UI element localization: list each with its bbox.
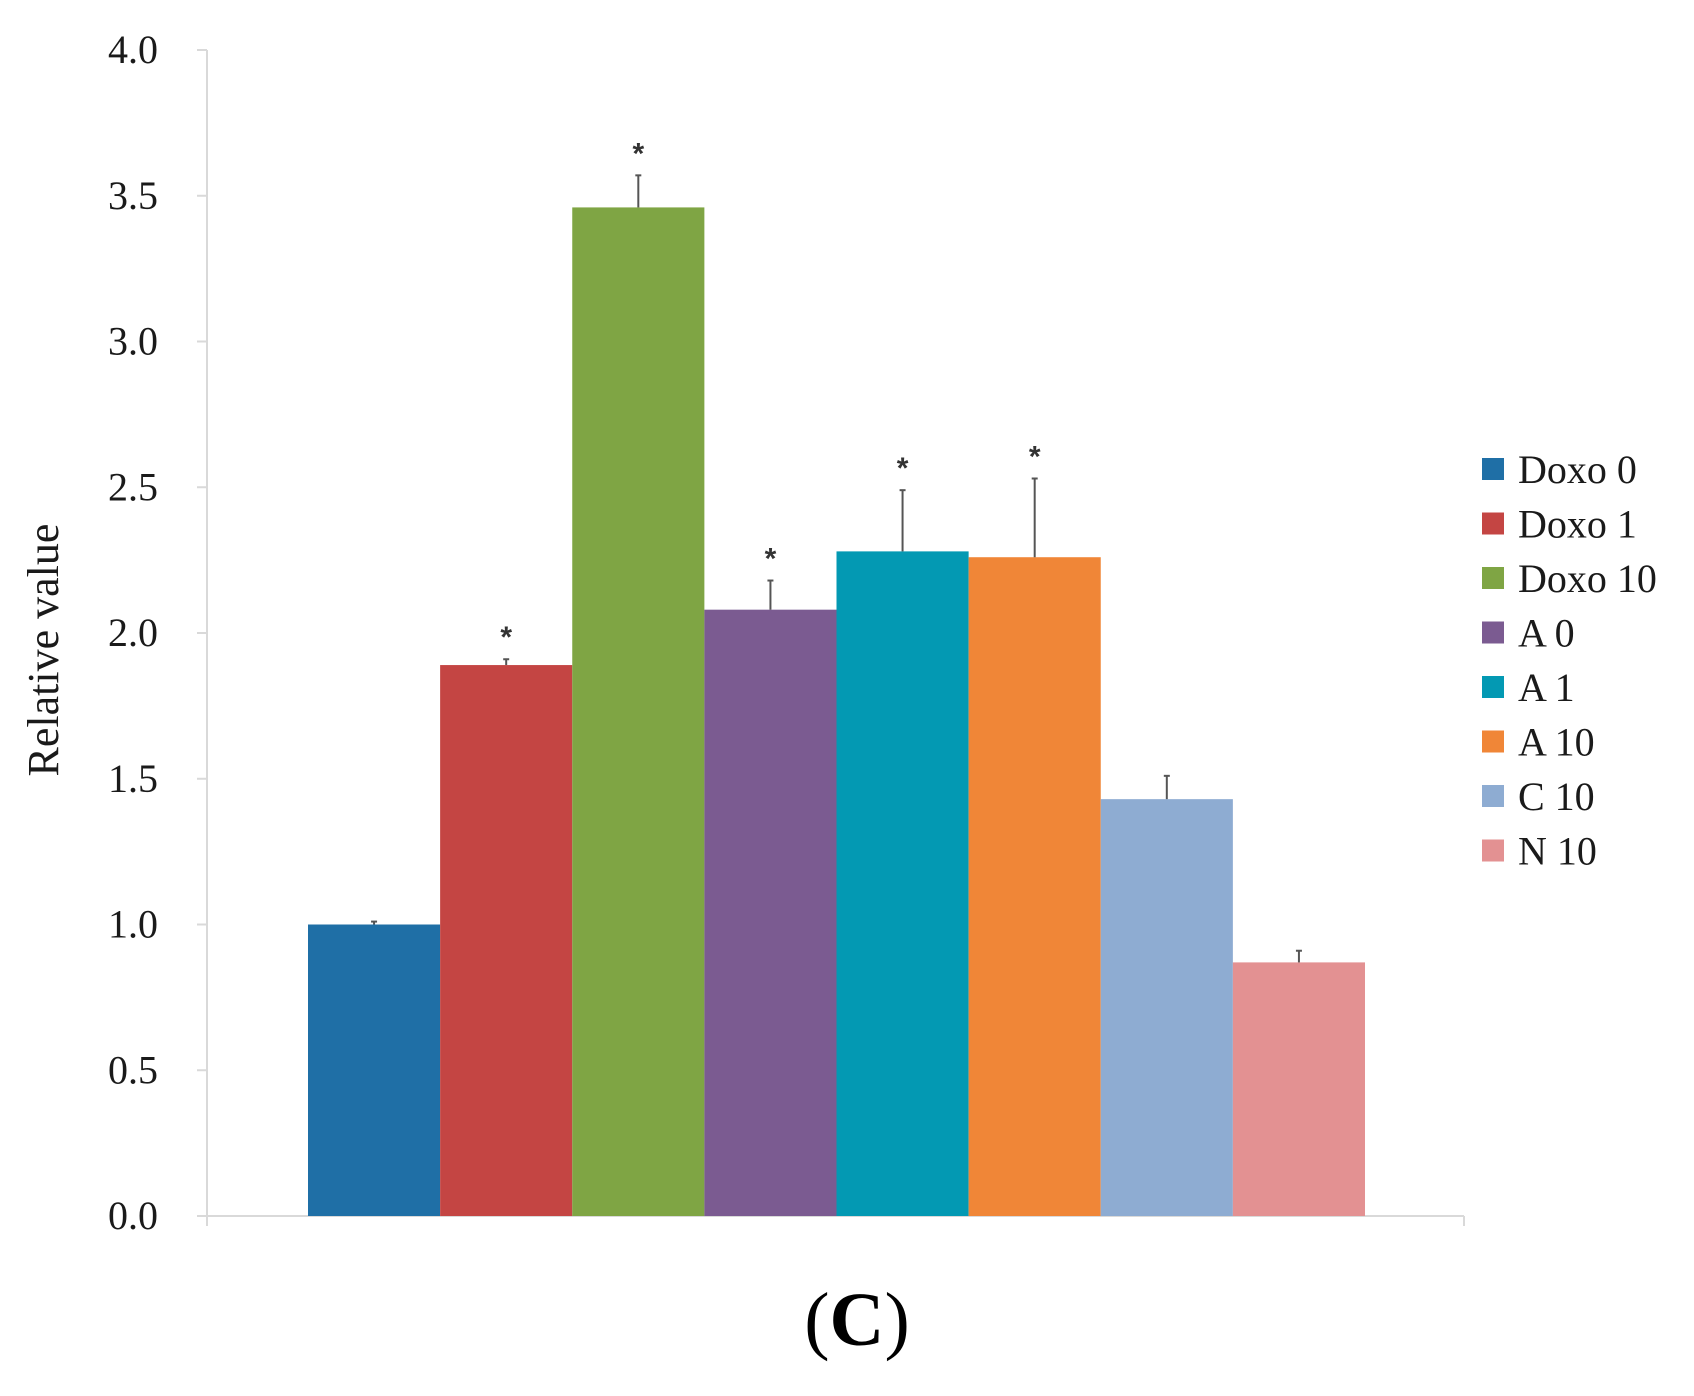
y-tick-label: 3.0 — [108, 319, 158, 364]
bar-doxo-0 — [308, 924, 441, 1216]
legend-swatch — [1482, 621, 1504, 644]
y-axis-ticks: 0.0 0.5 1.0 1.5 2.0 2.5 3.0 3.5 4.0 — [108, 27, 207, 1238]
legend: Doxo 0 Doxo 1 Doxo 10 A 0 A 1 A 10 C 10 N 10 — [1482, 447, 1657, 874]
significance-star: * — [1029, 441, 1041, 474]
legend-label: C 10 — [1518, 774, 1595, 819]
legend-swatch — [1482, 785, 1504, 807]
panel-label: (C) — [804, 1278, 910, 1362]
legend-swatch — [1482, 730, 1504, 753]
panel-label-open: ( — [804, 1278, 829, 1362]
y-tick-label: 1.5 — [108, 756, 158, 801]
bar-a-1 — [836, 551, 969, 1216]
legend-label: Doxo 0 — [1518, 447, 1637, 492]
y-tick-label: 2.0 — [108, 610, 158, 655]
significance-star: * — [500, 621, 512, 654]
bar-n-10 — [1232, 962, 1365, 1216]
legend-swatch — [1482, 839, 1504, 862]
legend-swatch — [1482, 676, 1504, 698]
bar-c-10 — [1100, 799, 1233, 1216]
bars — [308, 207, 1365, 1216]
y-tick-label: 2.5 — [108, 464, 158, 509]
legend-swatch — [1482, 567, 1504, 589]
legend-label: N 10 — [1518, 829, 1597, 874]
legend-swatch — [1482, 458, 1504, 480]
y-axis-label: Relative value — [19, 524, 68, 777]
y-tick-label: 0.5 — [108, 1047, 158, 1092]
legend-label: A 0 — [1518, 611, 1575, 656]
legend-swatch — [1482, 512, 1504, 535]
y-tick-label: 3.5 — [108, 173, 158, 218]
bar-doxo-10 — [572, 207, 705, 1216]
legend-label: Doxo 10 — [1518, 556, 1657, 601]
legend-label: A 10 — [1518, 720, 1595, 765]
y-tick-label: 4.0 — [108, 27, 158, 72]
legend-label: A 1 — [1518, 665, 1575, 710]
significance-markers: * * * * * — [500, 137, 1041, 654]
panel-label-close: ) — [884, 1278, 909, 1362]
significance-star: * — [632, 137, 644, 170]
y-tick-label: 0.0 — [108, 1193, 158, 1238]
significance-star: * — [765, 543, 777, 576]
bar-doxo-1 — [440, 665, 573, 1216]
bar-a-10 — [968, 557, 1101, 1216]
panel-label-letter: C — [830, 1278, 885, 1362]
legend-label: Doxo 1 — [1518, 502, 1637, 547]
error-bars — [371, 174, 1302, 963]
significance-star: * — [897, 452, 909, 485]
y-tick-label: 1.0 — [108, 902, 158, 947]
bar-a-0 — [704, 609, 837, 1216]
